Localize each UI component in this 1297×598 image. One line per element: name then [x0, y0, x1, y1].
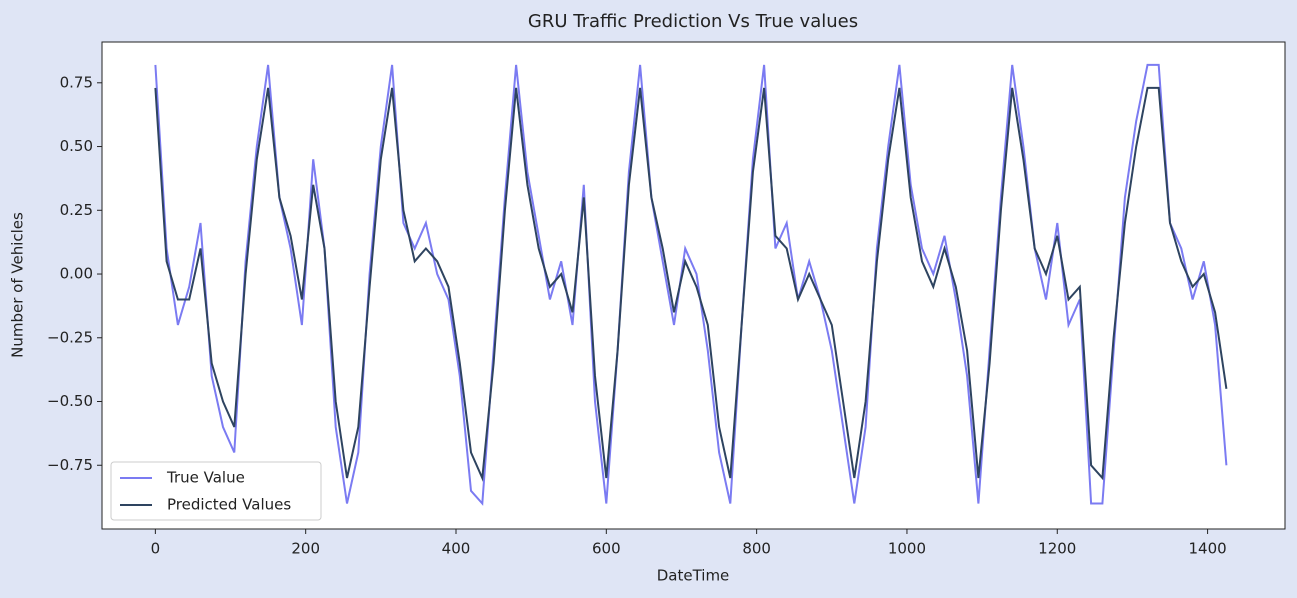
- series-line: [154, 63, 1228, 506]
- y-tick-label: 0.00: [60, 265, 93, 283]
- plot-area: [101, 41, 1286, 530]
- x-tick-label: 800: [742, 540, 771, 558]
- y-tick-label: 0.25: [60, 201, 93, 219]
- x-axis-label: DateTime: [657, 567, 730, 585]
- y-tick-label: −0.50: [47, 392, 93, 410]
- x-tick-label: 400: [442, 540, 471, 558]
- legend-label: True Value: [166, 469, 245, 487]
- x-tick-label: 200: [291, 540, 320, 558]
- chart-title: GRU Traffic Prediction Vs True values: [528, 11, 858, 32]
- y-tick-label: 0.50: [60, 137, 93, 155]
- legend-box: [110, 461, 322, 521]
- x-tick-label: 0: [151, 540, 161, 558]
- legend-label: Predicted Values: [167, 496, 291, 514]
- x-tick-label: 1400: [1188, 540, 1226, 558]
- x-tick-label: 600: [592, 540, 621, 558]
- y-tick-label: 0.75: [60, 73, 93, 91]
- x-tick-label: 1200: [1038, 540, 1076, 558]
- x-tick-label: 1000: [888, 540, 926, 558]
- y-tick-label: −0.25: [47, 328, 93, 346]
- series-line: [154, 86, 1228, 482]
- y-tick-label: −0.75: [47, 456, 93, 474]
- y-axis-label: Number of Vehicles: [9, 212, 27, 358]
